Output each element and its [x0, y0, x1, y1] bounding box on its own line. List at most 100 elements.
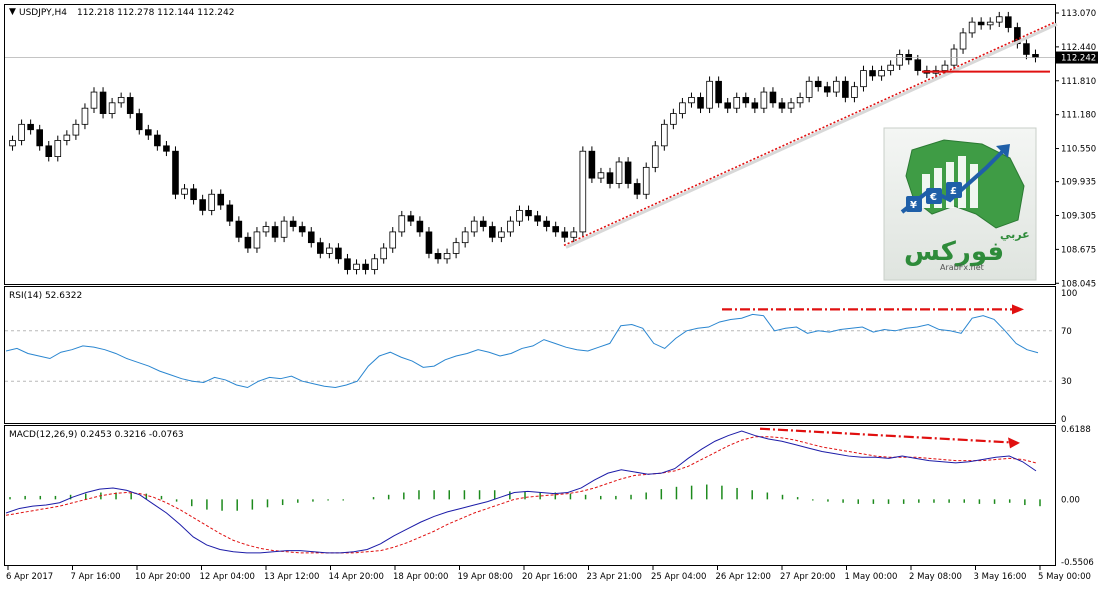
candle-body-15	[145, 129, 152, 136]
candle-body-110	[1005, 16, 1012, 28]
candle-body-71	[651, 145, 659, 168]
time-tick-label-3: 12 Apr 04:00	[200, 572, 255, 582]
candle-body-69	[633, 183, 641, 195]
candle-body-1	[18, 123, 25, 141]
macd-tick-label-1: 0.00	[1061, 495, 1080, 505]
candle-body-66	[606, 172, 614, 184]
candle-body-109	[995, 16, 1003, 23]
candle-body-14	[135, 113, 143, 131]
candle-body-107	[977, 21, 985, 26]
time-tick-label-9: 23 Apr 21:00	[587, 572, 642, 582]
time-tick-label-5: 14 Apr 20:00	[329, 572, 384, 582]
candle-body-39	[362, 263, 369, 270]
candle-body-24	[226, 204, 234, 222]
candle-body-108	[986, 21, 994, 26]
candle-body-34	[317, 242, 324, 254]
candle-body-47	[434, 253, 442, 260]
candle-body-32	[298, 226, 306, 233]
rsi-tick-label-2: 30	[1061, 377, 1072, 387]
candle-body-12	[117, 97, 125, 104]
candle-body-36	[335, 247, 342, 260]
candle-body-0	[9, 140, 16, 147]
candle-body-20	[190, 188, 197, 201]
candle-body-30	[280, 220, 288, 238]
time-tick-label-12: 27 Apr 20:00	[780, 572, 835, 582]
candle-body-82	[751, 102, 759, 109]
candle-body-37	[344, 258, 351, 270]
price-tick-label-0: 113.070	[1061, 9, 1096, 19]
price-tick-label-8: 108.045	[1061, 279, 1096, 289]
logo-arabic-small: عربي	[1000, 228, 1030, 241]
candle-body-76	[697, 97, 704, 109]
macd-header: MACD(12,26,9) 0.2453 0.3216 -0.0763	[9, 430, 184, 440]
candle-body-45	[416, 220, 424, 233]
candle-body-28	[262, 226, 270, 233]
candle-body-27	[253, 231, 261, 249]
candle-body-49	[452, 242, 460, 254]
candle-body-40	[371, 258, 378, 270]
rsi-line	[5, 313, 1039, 389]
rsi-arrow-head-icon	[1012, 304, 1024, 315]
candle-body-42	[389, 231, 397, 249]
macd-panel-frame	[4, 425, 1056, 566]
candle-body-90	[823, 86, 831, 93]
ohlc-values: 112.218 112.278 112.144 112.242	[77, 8, 234, 18]
candle-body-106	[968, 21, 976, 34]
candle-body-51	[470, 220, 478, 233]
candle-body-11	[108, 102, 116, 114]
candle-body-38	[353, 263, 360, 270]
candle-body-9	[90, 91, 98, 109]
current-price-label: 112.242	[1061, 54, 1096, 64]
candle-body-68	[624, 161, 632, 184]
candle-body-6	[63, 134, 71, 141]
dropdown-arrow-icon[interactable]: ▼	[9, 7, 16, 17]
candle-body-26	[244, 236, 252, 249]
trendline	[563, 21, 1056, 247]
candle-body-2	[27, 123, 34, 131]
price-annotations: 112.242	[5, 21, 1098, 249]
candle-body-61	[561, 231, 569, 238]
macd-signal-line	[5, 436, 1037, 554]
candle-body-41	[380, 247, 387, 260]
candle-body-35	[326, 247, 333, 254]
logo-brand-text: فوركس	[904, 237, 1004, 267]
candle-body-23	[217, 193, 225, 206]
candle-body-5	[54, 140, 62, 158]
candle-body-112	[1023, 43, 1030, 55]
candle-body-53	[489, 226, 496, 238]
candle-body-94	[860, 70, 867, 88]
time-tick-label-11: 26 Apr 12:00	[716, 572, 771, 582]
candlestick-series	[9, 11, 1039, 275]
time-tick-label-14: 2 May 08:00	[909, 572, 962, 582]
candle-body-8	[81, 107, 89, 125]
candle-body-96	[878, 70, 885, 77]
candle-body-57	[525, 209, 532, 217]
candle-body-17	[163, 145, 170, 152]
candle-body-85	[778, 102, 786, 109]
candle-body-52	[479, 220, 487, 227]
candle-body-48	[443, 253, 451, 260]
currency-houses-icon	[906, 182, 962, 212]
candle-body-77	[706, 80, 713, 109]
candle-body-81	[742, 97, 750, 104]
candle-body-13	[126, 97, 134, 114]
candle-body-104	[950, 48, 958, 66]
candle-body-93	[851, 86, 858, 98]
main-header: ▼ USDJPY,H4 112.218 112.278 112.144 112.…	[9, 7, 234, 18]
candle-body-86	[787, 102, 795, 109]
candle-body-113	[1032, 54, 1039, 58]
rsi-tick-label-3: 0	[1061, 415, 1066, 425]
candle-body-95	[869, 70, 876, 77]
candle-body-31	[289, 220, 297, 227]
logo-site: ArabFx.net	[940, 263, 984, 272]
price-tick-label-4: 110.550	[1061, 145, 1096, 155]
candle-body-88	[805, 80, 813, 98]
candle-body-91	[833, 80, 840, 93]
candle-body-63	[579, 150, 587, 233]
price-tick-label-7: 108.675	[1061, 245, 1096, 255]
rsi-axis: 100 70 30 0	[1061, 289, 1077, 425]
candle-body-54	[498, 231, 505, 238]
time-tick-label-8: 20 Apr 16:00	[522, 572, 577, 582]
candle-body-100	[914, 59, 922, 71]
